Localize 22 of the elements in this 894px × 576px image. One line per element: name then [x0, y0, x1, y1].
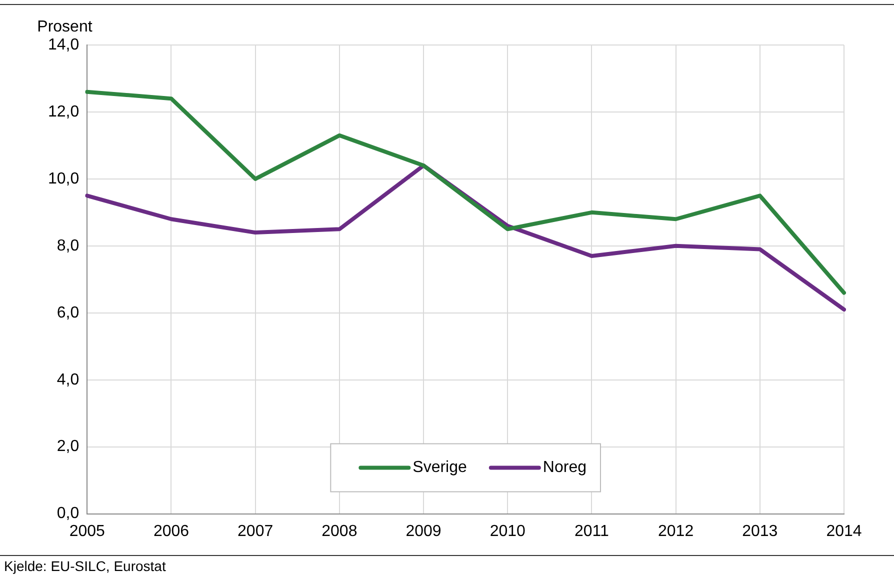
x-tick-label: 2012	[658, 522, 694, 540]
x-tick-label: 2007	[238, 522, 274, 540]
y-tick-label: 12,0	[48, 103, 80, 120]
legend-label: Sverige	[412, 459, 468, 476]
x-tick-label: 2008	[322, 522, 358, 540]
x-tick-label: 2010	[490, 522, 526, 540]
y-tick-label: 14,0	[48, 36, 80, 54]
y-tick-label: 2,0	[56, 438, 80, 456]
text: Kjelde: EU-SILC, Eurostat	[4, 558, 166, 574]
x-tick-label: 2009	[406, 522, 442, 540]
x-tick-label: 2005	[69, 522, 106, 540]
y-tick-label: 8,0	[56, 237, 80, 254]
y-tick-label: 0,0	[56, 505, 80, 522]
x-tick-label: 2006	[153, 522, 190, 540]
y-tick-label: 6,0	[56, 304, 80, 322]
y-axis-title: Prosent	[37, 18, 93, 36]
legend-label: Noreg	[542, 459, 586, 476]
x-tick-label: 2014	[826, 522, 862, 540]
y-tick-label: 10,0	[48, 170, 80, 188]
y-tick-label: 4,0	[56, 371, 80, 388]
x-tick-label: 2013	[742, 522, 778, 540]
x-tick-label: 2011	[574, 522, 610, 540]
